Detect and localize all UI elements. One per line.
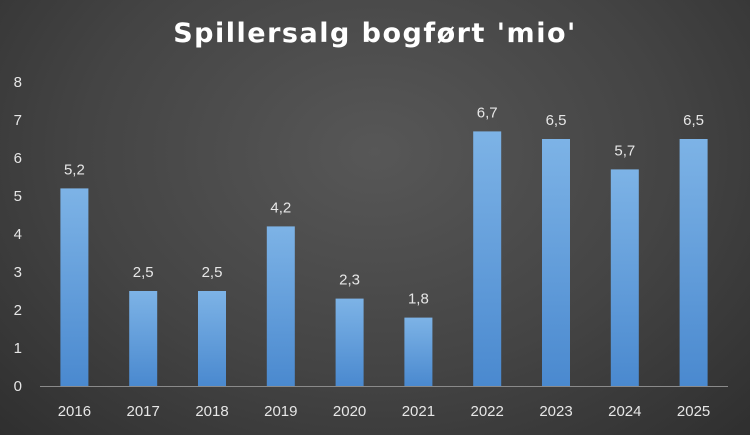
- data-label-2025: 6,5: [683, 112, 704, 129]
- y-tick-label: 0: [14, 378, 22, 395]
- bar-2021: [404, 317, 433, 386]
- bar-2023: [542, 139, 570, 386]
- bar-2020: [335, 298, 364, 386]
- x-tick-label: 2025: [677, 403, 710, 420]
- data-label-2020: 2,3: [339, 272, 360, 289]
- data-label-2021: 1,8: [408, 291, 429, 308]
- data-label-2022: 6,7: [477, 104, 498, 121]
- x-tick-label: 2017: [127, 403, 160, 420]
- y-tick-label: 1: [14, 340, 22, 357]
- x-tick-label: 2016: [58, 403, 91, 420]
- bar-2018: [198, 291, 226, 386]
- data-label-2018: 2,5: [202, 264, 223, 281]
- chart-title: Spillersalg bogført 'mio': [173, 18, 577, 49]
- y-tick-label: 3: [14, 264, 22, 281]
- data-labels: 5,2 2,5 2,5 4,2 2,3 1,8 6,7 6,5 5,7 6,5: [64, 104, 704, 307]
- y-tick-label: 8: [14, 74, 22, 91]
- x-tick-label: 2023: [539, 403, 572, 420]
- y-tick-label: 4: [14, 226, 22, 243]
- data-label-2023: 6,5: [546, 112, 567, 129]
- data-label-2019: 4,2: [270, 199, 291, 216]
- y-axis: 0 1 2 3 4 5 6 7 8: [14, 74, 22, 395]
- x-tick-label: 2022: [471, 403, 504, 420]
- bar-2024: [610, 169, 639, 386]
- x-tick-label: 2018: [195, 403, 228, 420]
- y-tick-label: 7: [14, 112, 22, 129]
- bar-2016: [60, 188, 89, 386]
- data-label-2024: 5,7: [614, 142, 635, 159]
- x-tick-label: 2024: [608, 403, 641, 420]
- bar-2017: [129, 291, 158, 386]
- bars: [60, 131, 708, 386]
- y-tick-label: 2: [14, 302, 22, 319]
- data-label-2016: 5,2: [64, 161, 85, 178]
- bar-2019: [266, 226, 295, 386]
- y-tick-label: 5: [14, 188, 22, 205]
- bar-2022: [473, 131, 502, 386]
- y-tick-label: 6: [14, 150, 22, 167]
- x-axis: 2016 2017 2018 2019 2020 2021 2022 2023 2024 2025: [58, 403, 711, 420]
- data-label-2017: 2,5: [133, 264, 154, 281]
- x-tick-label: 2020: [333, 403, 366, 420]
- x-tick-label: 2021: [402, 403, 435, 420]
- bar-2025: [679, 139, 708, 386]
- x-tick-label: 2019: [264, 403, 297, 420]
